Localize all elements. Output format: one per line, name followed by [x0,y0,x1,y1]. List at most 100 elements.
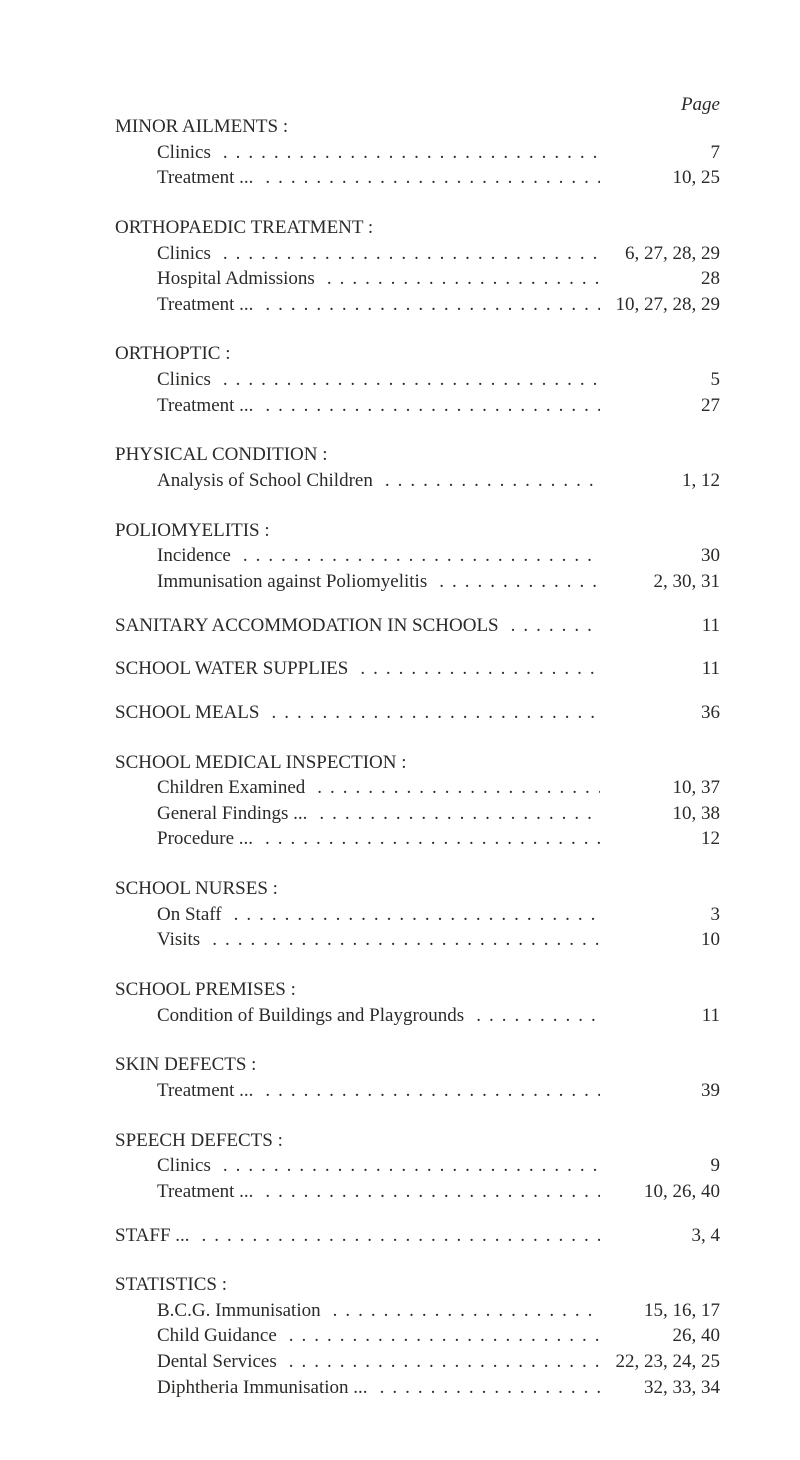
spacer [115,1205,720,1223]
leader-dots: ........................................… [427,569,600,595]
section-title: MINOR AILMENTS : [115,114,720,140]
spacer [115,90,720,108]
entry-label: Visits [115,927,200,953]
entry-label: SCHOOL WATER SUPPLIES [115,656,348,682]
section-title: SPEECH DEFECTS : [115,1128,720,1154]
entry-label: General Findings ... [115,801,307,827]
section-title: SCHOOL MEDICAL INSPECTION : [115,750,720,776]
leader-dots: ........................................… [464,1003,600,1029]
entry-label: Treatment ... [115,1078,253,1104]
entry-pages: 10, 38 [600,801,720,827]
leader-dots: ........................................… [253,826,600,852]
spacer [115,418,720,436]
index-sub-entry: Incidence...............................… [115,543,720,569]
entry-pages: 3 [600,902,720,928]
entry-pages: 2, 30, 31 [600,569,720,595]
leader-dots: ........................................… [253,1078,600,1104]
entry-pages: 28 [600,266,720,292]
entry-label: Clinics [115,367,211,393]
index-sub-entry: General Findings .......................… [115,801,720,827]
entry-pages: 10, 26, 40 [600,1179,720,1205]
entry-pages: 30 [600,543,720,569]
spacer [115,1028,720,1046]
entry-pages: 39 [600,1078,720,1104]
index-sub-entry: Clinics.................................… [115,367,720,393]
entry-label: Clinics [115,241,211,267]
leader-dots: ........................................… [277,1349,600,1375]
entry-pages: 15, 16, 17 [600,1298,720,1324]
leader-dots: ........................................… [307,801,600,827]
index-sub-entry: Procedure ..............................… [115,826,720,852]
entry-label: Clinics [115,1153,211,1179]
page-label: Page [681,92,720,118]
section-title: STATISTICS : [115,1272,720,1298]
spacer [115,953,720,971]
page: Page MINOR AILMENTS :Clinics............… [0,0,800,1460]
leader-dots: ........................................… [211,140,600,166]
index-entry: SCHOOL MEALS............................… [115,700,720,726]
index-sub-entry: Hospital Admissions.....................… [115,266,720,292]
entry-label: On Staff [115,902,222,928]
leader-dots: ........................................… [222,902,600,928]
spacer [115,638,720,656]
entry-label: Dental Services [115,1349,277,1375]
entry-label: Treatment ... [115,393,253,419]
leader-dots: ........................................… [211,1153,600,1179]
leader-dots: ........................................… [231,543,600,569]
index-sub-entry: Immunisation against Poliomyelitis......… [115,569,720,595]
index-entry: SCHOOL WATER SUPPLIES...................… [115,656,720,682]
leader-dots: ........................................… [259,700,600,726]
entry-pages: 6, 27, 28, 29 [600,241,720,267]
entry-label: Procedure ... [115,826,253,852]
entry-label: Immunisation against Poliomyelitis [115,569,427,595]
entry-label: B.C.G. Immunisation [115,1298,321,1324]
index-sub-entry: Diphtheria Immunisation ................… [115,1375,720,1401]
index-sub-entry: Condition of Buildings and Playgrounds..… [115,1003,720,1029]
entry-pages: 10 [600,927,720,953]
entry-label: Hospital Admissions [115,266,315,292]
leader-dots: ........................................… [315,266,600,292]
entry-label: SCHOOL MEALS [115,700,259,726]
entry-label: Incidence [115,543,231,569]
entry-pages: 32, 33, 34 [600,1375,720,1401]
entry-pages: 11 [600,1003,720,1029]
entry-pages: 11 [600,613,720,639]
entry-pages: 5 [600,367,720,393]
section-title: PHYSICAL CONDITION : [115,442,720,468]
spacer [115,317,720,335]
entry-pages: 9 [600,1153,720,1179]
index-sub-entry: Dental Services.........................… [115,1349,720,1375]
spacer [115,595,720,613]
entry-pages: 10, 25 [600,165,720,191]
index-sub-entry: Clinics.................................… [115,1153,720,1179]
spacer [115,726,720,744]
entry-pages: 1, 12 [600,468,720,494]
index-sub-entry: Treatment ..............................… [115,1179,720,1205]
entry-label: Analysis of School Children [115,468,373,494]
leader-dots: ........................................… [499,613,600,639]
leader-dots: ........................................… [253,292,600,318]
index-sub-entry: Treatment ..............................… [115,292,720,318]
entry-pages: 26, 40 [600,1323,720,1349]
index-sub-entry: Clinics.................................… [115,140,720,166]
section-title: ORTHOPTIC : [115,341,720,367]
index-body: MINOR AILMENTS :Clinics.................… [115,90,720,1400]
leader-dots: ........................................… [253,393,600,419]
leader-dots: ........................................… [373,468,600,494]
leader-dots: ........................................… [253,1179,600,1205]
entry-label: Condition of Buildings and Playgrounds [115,1003,464,1029]
spacer [115,1104,720,1122]
section-title: ORTHOPAEDIC TREATMENT : [115,215,720,241]
entry-pages: 22, 23, 24, 25 [600,1349,720,1375]
entry-pages: 3, 4 [600,1223,720,1249]
leader-dots: ........................................… [348,656,600,682]
index-sub-entry: Clinics.................................… [115,241,720,267]
index-sub-entry: Analysis of School Children.............… [115,468,720,494]
leader-dots: ........................................… [211,241,600,267]
spacer [115,1248,720,1266]
entry-pages: 27 [600,393,720,419]
leader-dots: ........................................… [200,927,600,953]
index-sub-entry: Treatment ..............................… [115,165,720,191]
entry-label: Diphtheria Immunisation ... [115,1375,368,1401]
entry-pages: 7 [600,140,720,166]
